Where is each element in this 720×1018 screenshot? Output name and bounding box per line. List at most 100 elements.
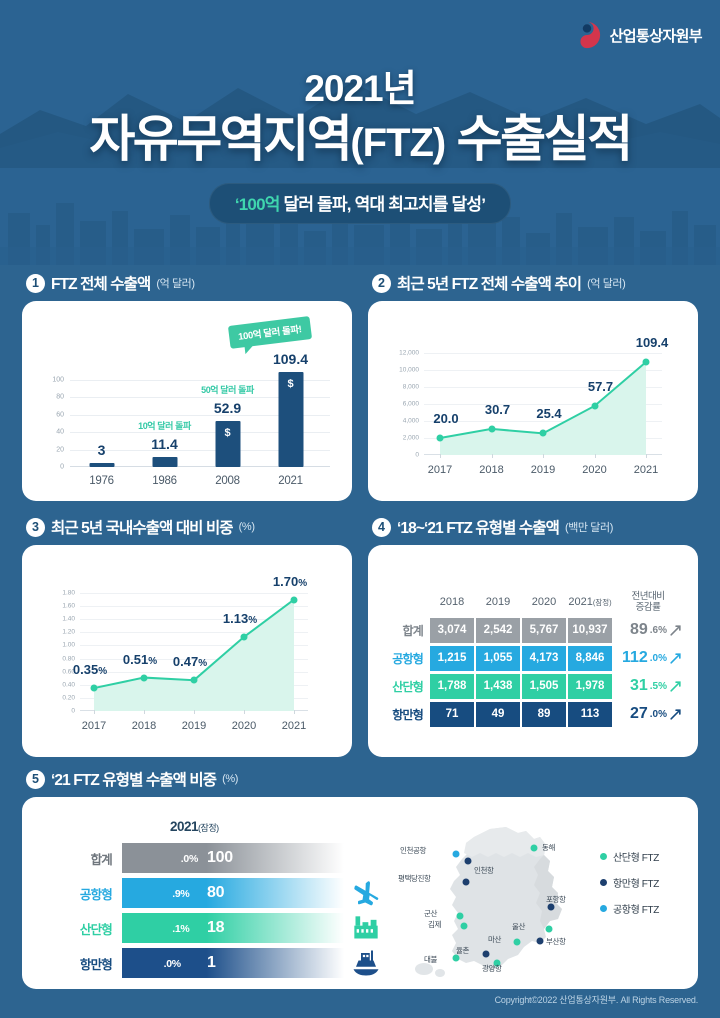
map-point [452,954,460,962]
area-chart-y-tick: 4,000 [402,417,419,425]
section-1-unit: (억 달러) [156,278,195,290]
area-chart-y-tick: 0.60 [62,668,75,676]
section-5-year-label: 2021(잠정) [170,819,219,834]
legend-item: 공항형 FTZ [600,901,659,916]
table-cell: 71 [430,701,474,727]
headline: 2021년 자유무역지역(FTZ) 수출실적 ‘100억 달러 돌파, 역대 최… [0,69,720,224]
section-3-header: 3 최근 5년 국내수출액 대비 비중 (%) [22,516,352,538]
table-column-header: 2020 [520,591,566,614]
bar-chart-bar [89,463,114,467]
area-chart-svg [439,361,647,455]
dollar-icon: $ [224,427,231,439]
bar-chart-gridline [70,380,330,382]
share-bar-decimal: .1% [172,923,190,935]
table-header-row: 2018 2019 2020 2021 (잠정) 전년대비 증감률 [386,591,684,614]
area-chart-x-tick: 2019 [530,464,556,476]
area-chart-gridline [424,421,662,422]
share-bar-row: 항만형 1.0% [66,948,388,978]
bar-chart-plot: 0 20 40 60 80 100 3 1976 11.4 1986 $52.9 2008 $109.4… [52,315,330,487]
area-chart-point [90,684,98,692]
area-chart-y-tick: 0.40 [62,681,75,689]
legend-item: 항만형 FTZ [600,875,659,890]
legend-color-dot [600,879,607,886]
area-chart-value-label: 20.0 [433,411,459,426]
area-chart-x-tickmark [646,454,647,458]
area-chart-value-label: 25.4 [536,406,562,422]
area-chart-value-label: 1.70% [272,573,308,589]
table-row-label: 공항형 [392,651,424,666]
area-chart-point [290,596,298,604]
map-point [493,959,501,967]
bar-chart-value-label: 109.4 [272,350,309,367]
share-bar-decimal: .9% [172,888,190,900]
share-bar: 100.0% [122,843,344,873]
table-cell: 8,846 [566,645,612,671]
area-chart-point [190,676,198,684]
bar-chart-bar [152,457,177,467]
area-chart-y-tick: 0 [71,707,75,715]
area-chart-x-tickmark [244,710,245,714]
area-chart-x-tick: 2019 [181,720,207,732]
headline-ftz: (FTZ) [350,120,446,165]
section-5-year: 2021 [170,819,199,834]
milestone-note: 50억 달러 돌파 [201,385,254,395]
area-chart-x-tick: 2021 [633,464,659,476]
area-chart-x-tickmark [94,710,95,714]
bar-chart-y-tick: 40 [56,428,64,436]
legend-item: 산단형 FTZ [600,849,659,864]
area-chart-x-tickmark [491,454,493,458]
area-chart-y-tick: 1.20 [62,628,75,636]
share-bar-label: 공항형 [79,887,113,902]
map-point [460,922,468,930]
map-point [456,912,464,920]
map-point-label: 인천공항 [400,846,426,855]
ship-icon [344,948,388,978]
table-cell: 1,055 [474,645,520,671]
growth-integer: 112 [621,649,648,667]
trend-up-arrow-icon [670,681,681,692]
area-chart-x-tickmark [543,454,544,458]
map-point-label: 부산항 [546,937,566,946]
bar-chart-y-tick: 80 [56,393,64,401]
headline-badge: ‘100억 달러 돌파, 역대 최고치를 달성’ [208,182,512,224]
map-point-label: 율촌 [456,946,469,955]
hills-silhouette [0,82,720,168]
area-chart-x-tickmark [594,454,596,458]
bar-chart-value-label: 11.4 [151,436,178,453]
section-4-unit: (백만 달러) [564,522,613,534]
footer-copyright: Copyright©2022 산업통상자원부. All Rights Reser… [494,995,699,1005]
table-row-label: 항만형 [392,707,424,722]
bar-chart-gridline [70,449,330,451]
bar-chart-gridline [70,432,330,434]
share-bar-label: 산단형 [79,922,113,937]
table-growth-value: 89.6% [612,618,684,643]
section-5-card: 2021(잠정) 합계 100.0% 공항형 80.9% 산단형 18.1% 항만형 1.0%… [22,797,698,989]
map-point [464,857,472,865]
trend-up-arrow-icon [670,709,681,720]
area-chart-gridline [80,658,308,660]
area-chart-value-label: 30.7 [484,401,511,417]
area-chart-y-tick: 10,000 [399,366,419,374]
area-chart-value-label: 0.35% [72,662,108,678]
area-chart-y-tick: 12,000 [399,349,419,357]
area-chart-value-label: 0.51% [122,651,158,667]
map-point [513,938,521,946]
growth-decimal: .0% [649,708,667,720]
bar-chart-y-tick: 20 [56,446,64,454]
table-cell: 2,542 [474,617,520,643]
area-chart-x-tick: 2020 [231,720,257,732]
area-chart-point [539,429,547,437]
area-chart-svg [93,598,295,711]
section-1: 1 FTZ 전체 수출액 (억 달러) 0 20 40 60 80 100 3 1976 11.… [22,272,352,501]
map-point [482,950,490,958]
map-point [536,937,544,945]
map-point [545,925,553,933]
bar-chart-bar: $ [215,421,240,467]
bar-chart-x-tick: 1986 [152,475,177,487]
area-chart-x-tick: 2017 [81,720,107,732]
area-chart-point [488,425,495,433]
growth-integer: 89 [629,621,648,639]
bar-chart-x-tick: 1976 [89,475,114,487]
table-cell: 89 [520,701,566,727]
table-cell: 1,438 [474,673,520,699]
